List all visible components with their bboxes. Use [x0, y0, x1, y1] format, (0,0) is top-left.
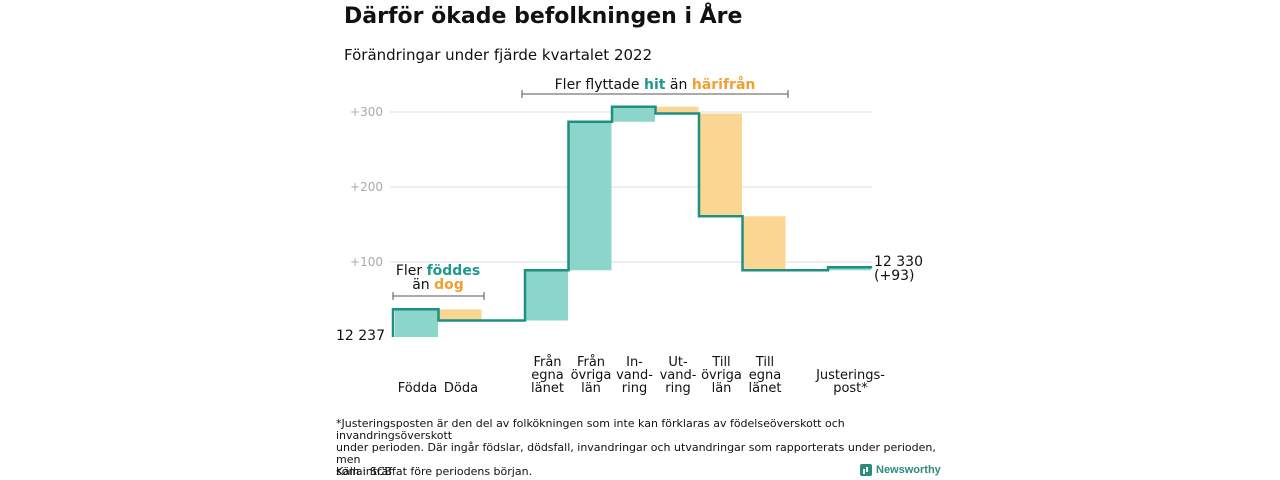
y-tick-label: +100: [350, 255, 383, 269]
flows-annotation-part: Fler flyttade: [555, 77, 644, 93]
flows-annotation-part: hit: [644, 77, 666, 93]
category-label: Justerings-post*: [815, 368, 885, 396]
flows-annotation: Fler flyttade hit än härifrån: [555, 76, 756, 93]
category-label: Från övriga län: [571, 355, 612, 396]
decrease-bar: [742, 216, 786, 271]
births-annotation-line-2: än dog: [412, 277, 464, 293]
category-label-line: Från: [577, 355, 605, 370]
footnote-line-2: under perioden. Där ingår födslar, dödsf…: [336, 441, 936, 466]
births-annotation-part: dog: [434, 277, 464, 293]
increase-bar: [568, 121, 612, 271]
category-label-line: Till: [711, 355, 730, 370]
y-tick-label: +200: [350, 180, 383, 194]
category-label: Döda: [444, 381, 478, 396]
category-label-line: Döda: [444, 381, 478, 396]
category-label-line: egna: [531, 368, 563, 383]
category-label-line: egna: [749, 368, 781, 383]
decrease-bar: [699, 113, 742, 217]
category-label: Från egna länet: [531, 355, 564, 396]
category-label-line: ring: [622, 381, 647, 396]
flows-annotation-part: än: [665, 77, 691, 93]
newsworthy-logo: Newsworthy: [860, 464, 941, 476]
decrease-bar: [438, 309, 482, 321]
category-label-line: övriga: [701, 368, 742, 383]
births-annotation-part: än: [412, 277, 434, 293]
increase-bar: [828, 267, 871, 271]
births-annotation-part: Fler: [396, 263, 427, 279]
category-label: Till egna länet: [749, 355, 782, 396]
category-label-line: vand-: [660, 368, 697, 383]
start-value-label: 12 237: [336, 328, 385, 344]
category-label: In-vand-ring: [616, 355, 653, 396]
births-annotation-part: föddes: [427, 263, 481, 279]
category-label: Till övriga län: [701, 355, 742, 396]
chart-title: Därför ökade befolkningen i Åre: [344, 4, 743, 29]
category-label-line: vand-: [616, 368, 653, 383]
flows-annotation-part: härifrån: [692, 76, 756, 93]
bar-chart-icon: [860, 464, 872, 476]
category-label-line: Justerings-: [815, 368, 885, 383]
category-label-line: post*: [833, 381, 868, 396]
category-label: Ut-vand-ring: [660, 355, 697, 396]
decrease-bar: [655, 106, 699, 114]
increase-bar: [612, 106, 655, 122]
increase-bar: [395, 309, 438, 337]
footnote-line-1: *Justeringsposten är den del av folkökni…: [336, 417, 845, 442]
chart-subtitle: Förändringar under fjärde kvartalet 2022: [344, 46, 653, 64]
footnote: *Justeringsposten är den del av folkökni…: [336, 418, 946, 478]
category-label: Födda: [398, 381, 437, 396]
category-label-line: Födda: [398, 381, 437, 396]
increase-bar: [525, 270, 568, 321]
category-label-line: In-: [626, 355, 643, 370]
logo-text: Newsworthy: [876, 464, 941, 476]
category-label-line: ring: [665, 381, 690, 396]
births-annotation-line-1: Fler föddes: [396, 263, 480, 279]
footnote-line-3: som inträffat före periodens början.: [336, 465, 533, 478]
category-label-line: län: [712, 381, 732, 396]
category-label-line: Ut-: [668, 355, 688, 370]
category-label-line: län: [581, 381, 601, 396]
source-note: Källa: SCB: [336, 465, 393, 478]
category-label-line: Från: [533, 355, 561, 370]
cumulative-step-line: [391, 105, 872, 337]
category-label-line: länet: [749, 381, 782, 396]
category-label-line: länet: [531, 381, 564, 396]
category-label-line: övriga: [571, 368, 612, 383]
y-tick-label: +300: [350, 105, 383, 119]
end-change-label: (+93): [874, 268, 914, 284]
category-label-line: Till: [755, 355, 774, 370]
end-value-label: 12 330: [874, 254, 923, 270]
